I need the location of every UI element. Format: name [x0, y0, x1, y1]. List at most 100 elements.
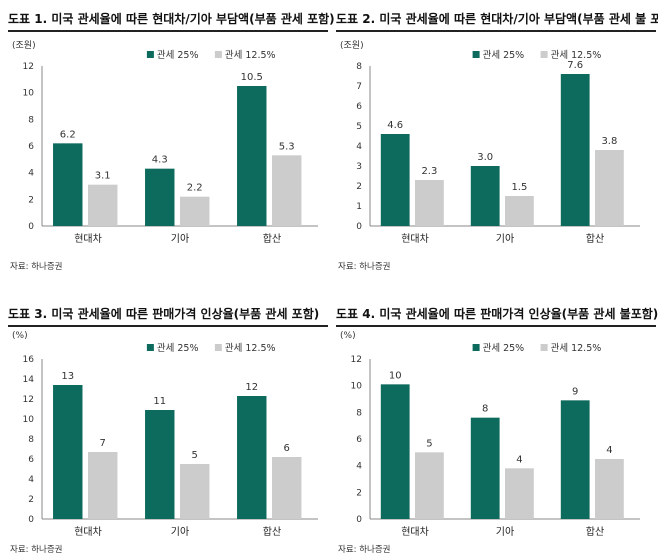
y-tick-label: 4 [28, 475, 34, 485]
panel-title: 도표 2. 미국 관세율에 따른 현대차/기아 부담액(부품 관세 불 포함) [336, 12, 658, 26]
bar-chart-4: 0 2 4 6 8 10 12 관세 25% 관세 12.5% 10 5 현대차 8 4 기아 9 4 합산 [351, 343, 640, 538]
chart-panel-4: 도표 4. 미국 관세율에 따른 판매가격 인상율(부품 관세 불포함) (%)… [336, 305, 658, 557]
data-label: 2.3 [421, 166, 437, 177]
legend-swatch [472, 51, 480, 58]
legend-swatch [146, 344, 154, 351]
category-label: 합산 [263, 233, 281, 245]
legend-label: 관세 12.5% [551, 343, 602, 354]
legend-label: 관세 12.5% [225, 343, 276, 354]
data-label: 13 [61, 371, 74, 382]
legend-label: 관세 12.5% [551, 50, 602, 61]
bar [380, 134, 410, 226]
bar [505, 196, 534, 226]
bar [560, 74, 590, 226]
title-divider [8, 325, 328, 327]
title-divider [336, 325, 656, 327]
y-tick-label: 8 [28, 115, 34, 125]
data-label: 3.8 [601, 136, 617, 147]
bar [88, 184, 118, 226]
bar [180, 464, 210, 519]
unit-label: (%) [12, 331, 28, 341]
category-label: 합산 [586, 526, 604, 538]
bar-chart-3: 0 2 4 6 8 10 12 14 16 관세 25% 관세 12.5% 13 7 현대차 11 5 기아 12… [23, 343, 318, 538]
data-label: 4 [516, 454, 522, 465]
y-tick-label: 12 [351, 355, 362, 365]
data-label: 5 [426, 438, 432, 449]
category-label: 현대차 [401, 233, 429, 245]
y-tick-label: 1 [356, 202, 362, 212]
legend-swatch [146, 51, 154, 58]
legend-swatch [540, 344, 548, 351]
y-tick-label: 10 [23, 89, 35, 99]
category-label: 기아 [171, 526, 189, 538]
chart-panel-1: 도표 1. 미국 관세율에 따른 현대차/기아 부담액(부품 관세 포함) (조… [8, 10, 335, 278]
y-tick-label: 2 [356, 488, 362, 498]
y-tick-label: 8 [356, 408, 362, 418]
y-tick-label: 4 [28, 169, 34, 179]
data-label: 4.3 [152, 155, 168, 166]
y-tick-label: 0 [356, 515, 362, 525]
bar [415, 180, 444, 226]
unit-label: (조원) [12, 41, 36, 51]
data-label: 3.0 [477, 152, 493, 163]
bar [145, 168, 175, 226]
y-tick-label: 8 [356, 62, 362, 72]
data-label: 8 [482, 404, 488, 415]
bar [595, 459, 624, 519]
legend-label: 관세 25% [483, 50, 525, 61]
bar [88, 452, 118, 519]
data-label: 11 [153, 396, 166, 407]
y-tick-label: 2 [356, 182, 362, 192]
bar [415, 452, 444, 519]
data-label: 9 [572, 386, 578, 397]
source-note: 자료: 하나증권 [338, 545, 391, 555]
source-note: 자료: 하나증권 [10, 545, 63, 555]
category-label: 합산 [586, 233, 604, 245]
source-note: 자료: 하나증권 [338, 262, 391, 272]
y-tick-label: 6 [28, 455, 34, 465]
data-label: 5.3 [279, 141, 295, 152]
bar [272, 457, 302, 519]
data-label: 5 [192, 450, 198, 461]
y-tick-label: 12 [23, 395, 34, 405]
bar [470, 166, 500, 226]
bar [380, 384, 410, 519]
category-label: 합산 [263, 526, 281, 538]
legend-label: 관세 25% [157, 343, 199, 354]
data-label: 3.1 [95, 171, 111, 182]
y-tick-label: 2 [28, 495, 34, 505]
bar [272, 155, 302, 226]
unit-label: (%) [340, 331, 356, 341]
y-tick-label: 5 [356, 122, 362, 132]
data-label: 2.2 [187, 183, 203, 194]
y-tick-label: 10 [23, 415, 35, 425]
title-divider [336, 30, 656, 32]
y-tick-label: 10 [351, 382, 363, 392]
legend-label: 관세 25% [483, 343, 525, 354]
bar [145, 410, 175, 519]
y-tick-label: 14 [23, 375, 35, 385]
y-tick-label: 0 [28, 222, 34, 232]
legend-swatch [214, 344, 222, 351]
data-label: 12 [245, 382, 258, 393]
data-label: 1.5 [511, 182, 527, 193]
y-tick-label: 3 [356, 162, 362, 172]
bar [470, 417, 500, 519]
y-tick-label: 6 [356, 435, 362, 445]
bar [237, 396, 267, 519]
panel-title: 도표 3. 미국 관세율에 따른 판매가격 인상율(부품 관세 포함) [8, 307, 320, 321]
category-label: 현대차 [401, 526, 429, 538]
legend-label: 관세 12.5% [225, 50, 276, 61]
y-tick-label: 16 [23, 355, 35, 365]
bar [53, 385, 83, 519]
y-tick-label: 8 [28, 435, 34, 445]
bar-chart-2: 0 1 2 3 4 5 6 7 8 관세 25% 관세 12.5% 4.6 2.3 현대차 3.0 1.5 기아… [356, 50, 640, 245]
category-label: 현대차 [74, 233, 102, 245]
chart-panel-3: 도표 3. 미국 관세율에 따른 판매가격 인상율(부품 관세 포함) (%) … [8, 305, 328, 557]
source-note: 자료: 하나증권 [10, 262, 63, 272]
bar [53, 143, 83, 226]
bar [595, 150, 624, 226]
category-label: 기아 [496, 233, 514, 245]
category-label: 기아 [171, 233, 189, 245]
panel-title: 도표 1. 미국 관세율에 따른 현대차/기아 부담액(부품 관세 포함) [8, 12, 335, 26]
